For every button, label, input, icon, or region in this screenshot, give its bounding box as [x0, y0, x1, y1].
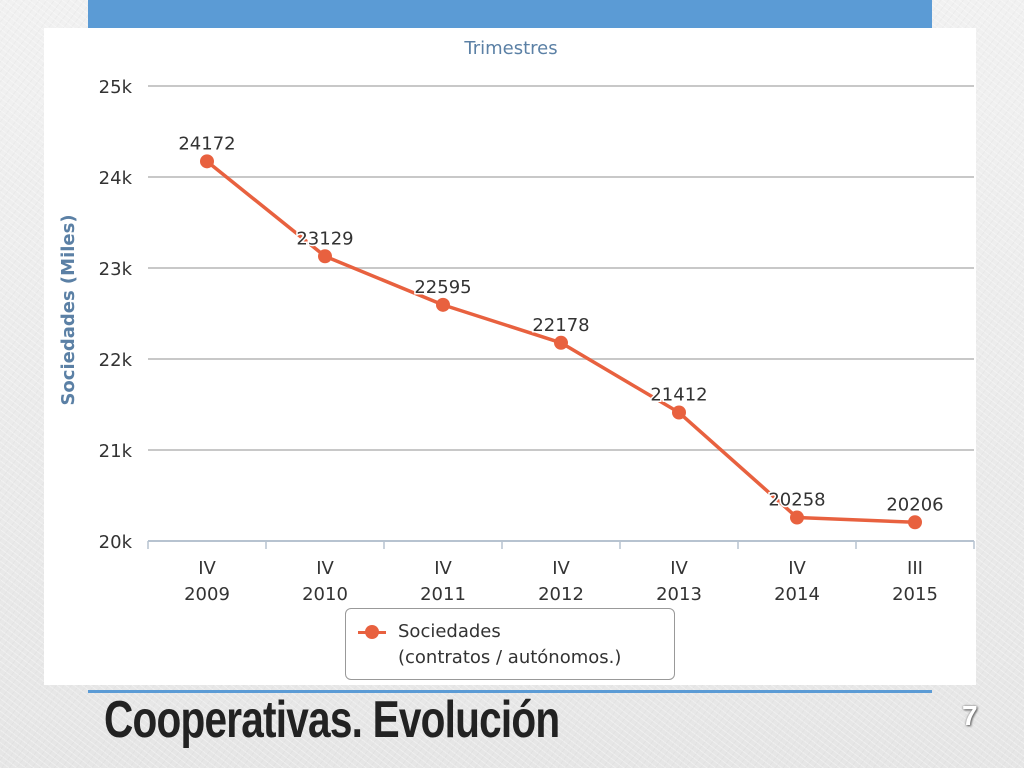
- data-label: 22178: [532, 315, 589, 336]
- x-tick-label-quarter: IV: [316, 558, 334, 579]
- x-tick-label-quarter: IV: [552, 558, 570, 579]
- x-tick-label-quarter: IV: [788, 558, 806, 579]
- legend-label: Sociedades (contratos / autónomos.): [398, 619, 621, 671]
- data-label: 20206: [886, 494, 943, 515]
- legend-marker-icon: [358, 625, 386, 639]
- y-tick-label: 22k: [99, 350, 133, 371]
- x-tick-label-year: 2014: [774, 584, 820, 605]
- data-point: [318, 249, 332, 264]
- legend-series-note: (contratos / autónomos.): [398, 647, 622, 668]
- x-tick-label-quarter: IV: [670, 558, 688, 579]
- x-tick-label-year: 2011: [420, 584, 466, 605]
- data-label: 23129: [296, 228, 353, 249]
- data-point: [200, 154, 214, 169]
- chart-title: Trimestres: [463, 38, 557, 59]
- x-tick-label-year: 2010: [302, 584, 348, 605]
- data-label: 24172: [178, 133, 235, 154]
- chart-panel: 20k 21k 22k 23k 24k 25k IV 2009 IV 2010 IV 2011 IV 2…: [44, 28, 976, 685]
- data-point: [672, 405, 686, 420]
- header-accent-bar: [88, 0, 932, 28]
- data-point: [908, 515, 922, 530]
- data-label: 21412: [650, 385, 707, 406]
- footer-accent-rule: [88, 690, 932, 693]
- slide-number: 7: [962, 700, 978, 731]
- slide-title: Cooperativas. Evolución: [104, 691, 560, 749]
- line-chart: 20k 21k 22k 23k 24k 25k IV 2009 IV 2010 IV 2011 IV 2…: [58, 38, 975, 605]
- chart-legend[interactable]: Sociedades (contratos / autónomos.): [345, 608, 675, 680]
- data-point: [790, 510, 804, 525]
- legend-series-name: Sociedades: [398, 621, 501, 642]
- x-tick-label-year: 2009: [184, 584, 230, 605]
- y-tick-label: 21k: [99, 441, 133, 462]
- y-tick-label: 23k: [99, 259, 133, 280]
- x-tick-label-year: 2013: [656, 584, 702, 605]
- y-tick-label: 20k: [99, 532, 133, 553]
- y-tick-label: 25k: [99, 77, 133, 98]
- x-tick-label-year: 2015: [892, 584, 938, 605]
- x-tick-label-year: 2012: [538, 584, 584, 605]
- data-point: [554, 335, 568, 350]
- x-tick-label-quarter: III: [907, 558, 923, 579]
- x-tick-label-quarter: IV: [434, 558, 452, 579]
- x-tick-label-quarter: IV: [198, 558, 216, 579]
- data-label: 22595: [414, 277, 471, 298]
- data-label: 20258: [768, 490, 825, 511]
- y-axis-title: Sociedades (Miles): [58, 214, 79, 405]
- y-tick-label: 24k: [99, 168, 133, 189]
- data-point: [436, 297, 450, 312]
